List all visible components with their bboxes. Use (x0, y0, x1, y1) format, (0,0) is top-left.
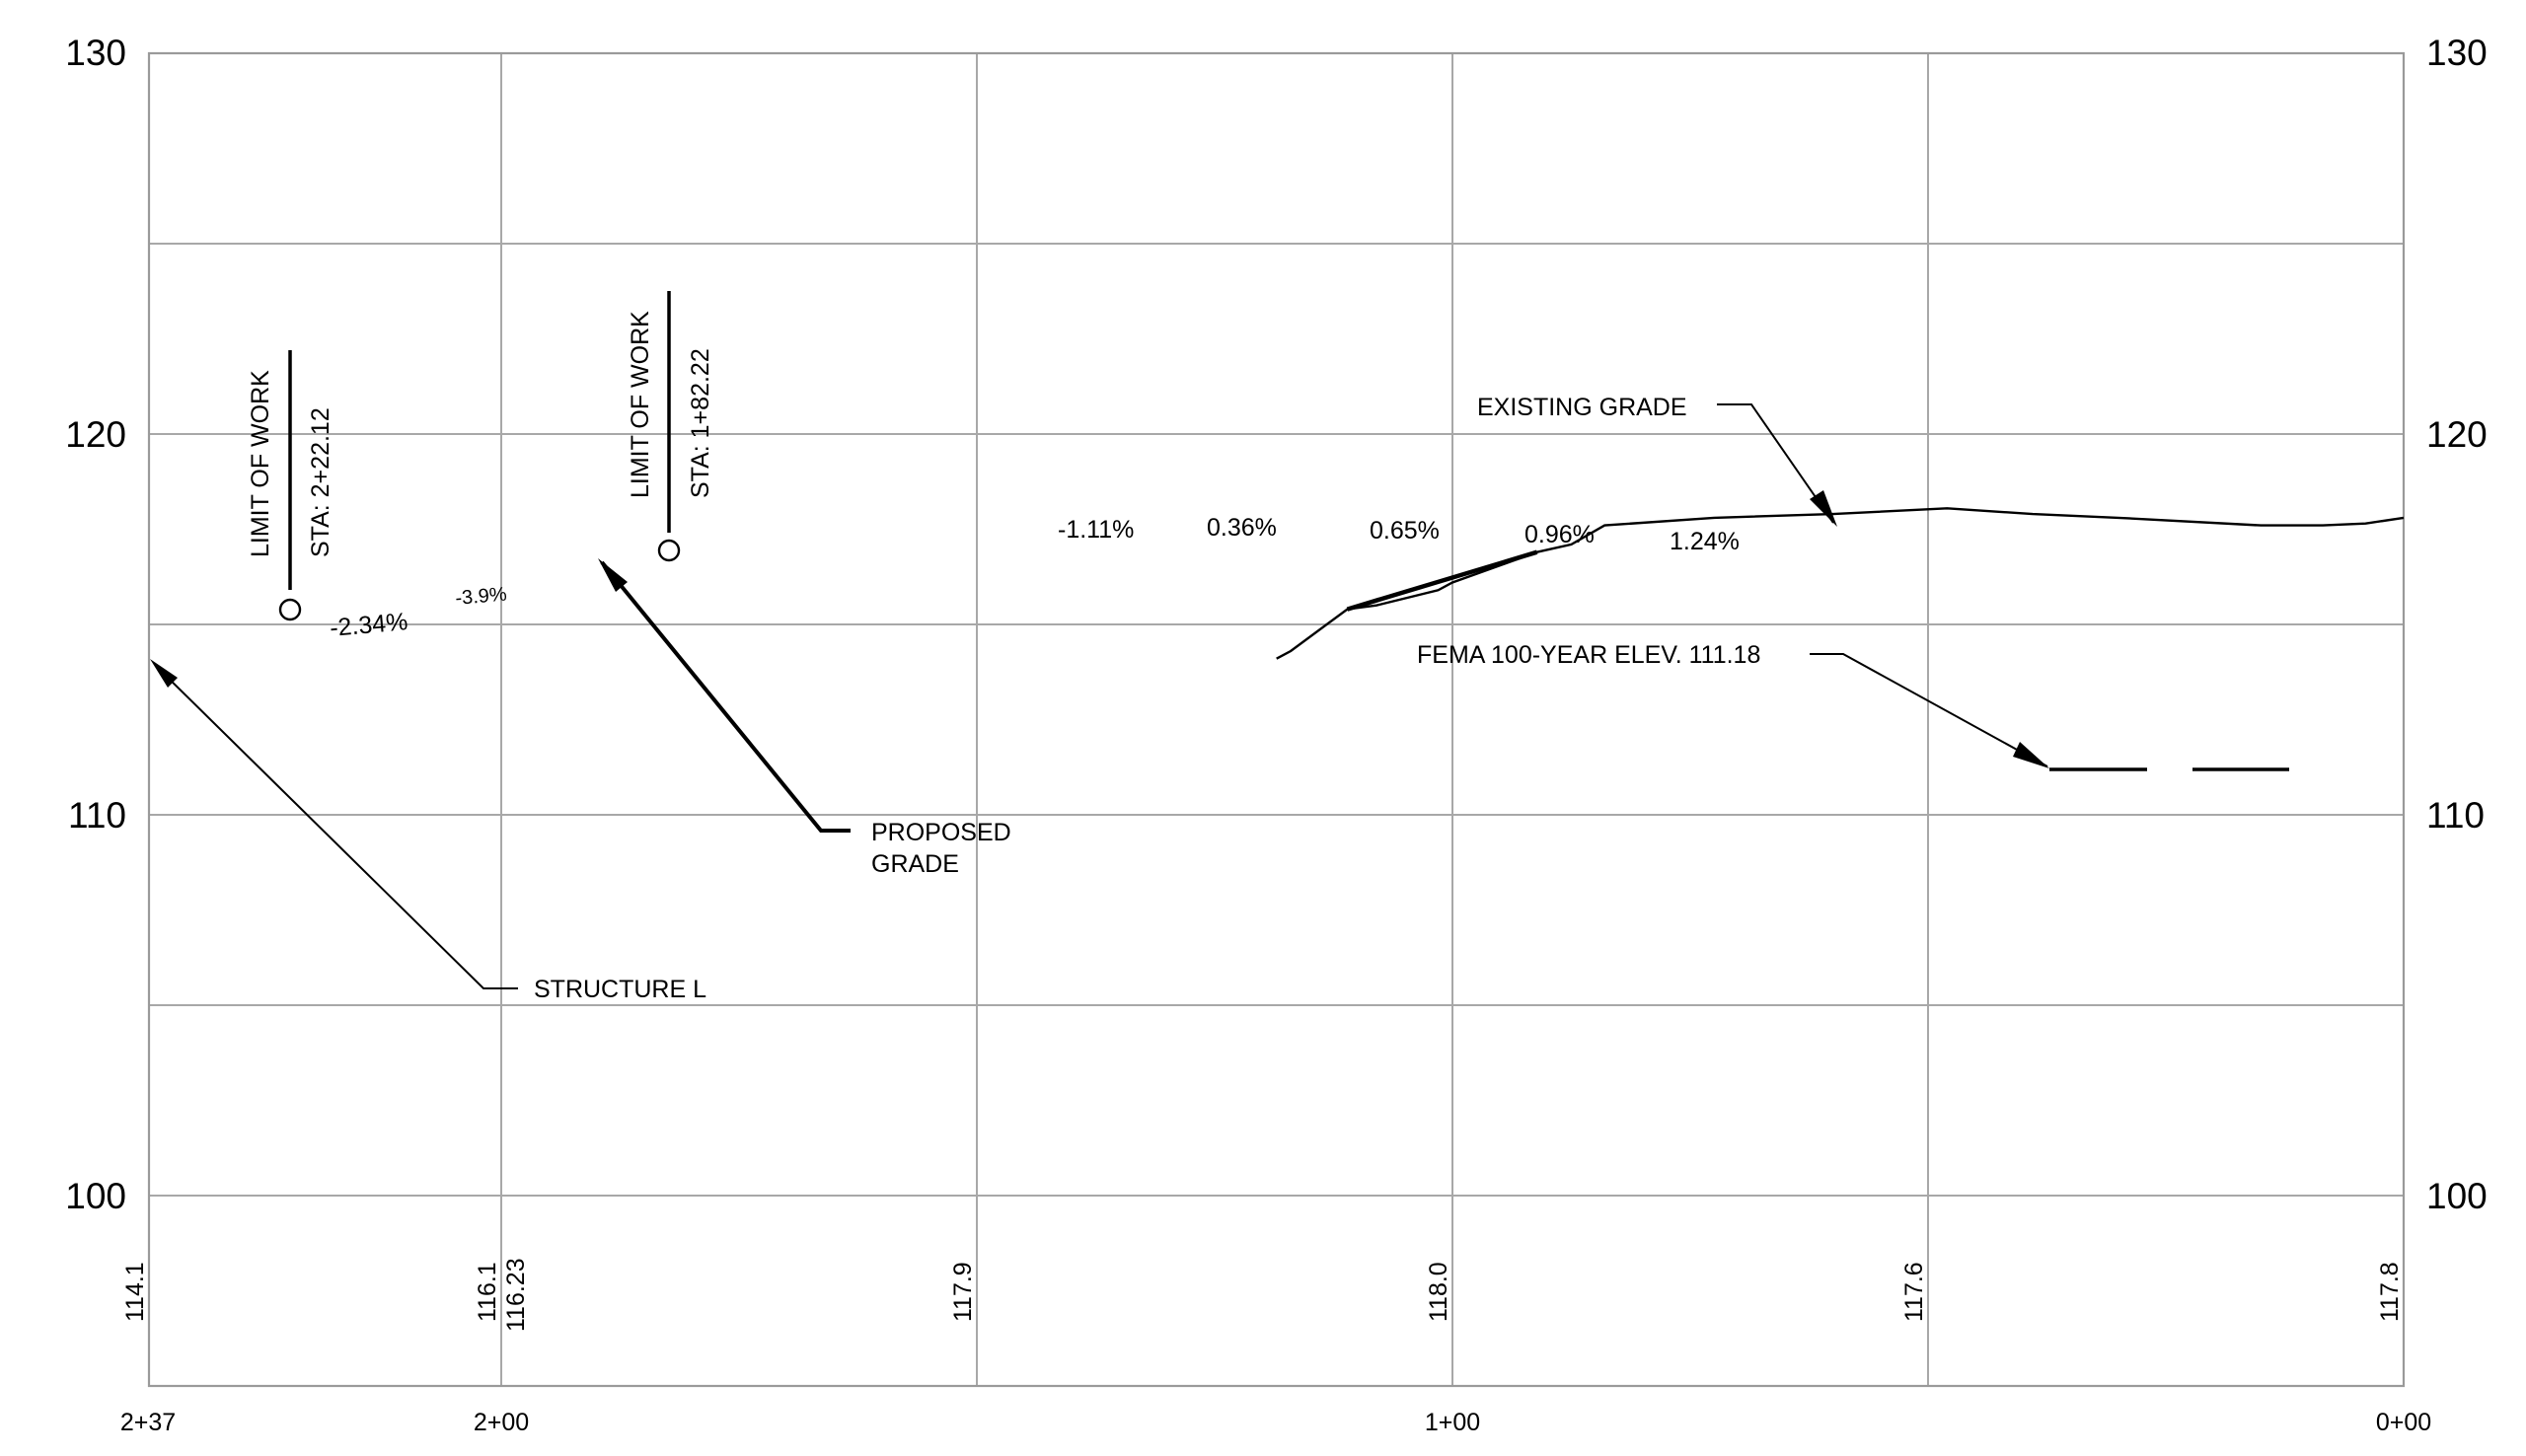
fema-label: FEMA 100-YEAR ELEV. 111.18 (1417, 641, 1760, 669)
proposed-grade-line (1346, 549, 1538, 612)
leader-line (600, 560, 851, 833)
station-label: 2+00 (474, 1409, 529, 1436)
limit-of-work-station: STA: 1+82.22 (687, 348, 714, 498)
slope-label: 1.24% (1670, 528, 1740, 555)
existing-grade-callout: EXISTING GRADE (1477, 394, 1837, 527)
station-axis: 2+37 2+00 1+00 0+00 (120, 1409, 2431, 1436)
elev-tick-right: 110 (2426, 795, 2485, 836)
arrowhead-icon (1810, 490, 1837, 527)
limit-of-work-1: LIMIT OF WORK STA: 2+22.12 (247, 350, 334, 621)
grid (147, 51, 2406, 1388)
existing-grade-label: EXISTING GRADE (1477, 394, 1687, 421)
proposed-grade-callout: PROPOSED GRADE (598, 558, 1011, 878)
limit-of-work-label: LIMIT OF WORK (247, 370, 274, 557)
elev-tick-right: 100 (2426, 1176, 2488, 1216)
existing-elevation-label: 116.23 (502, 1258, 530, 1332)
limit-of-work-station: STA: 2+22.12 (307, 407, 334, 557)
slope-label: 0.36% (1207, 514, 1277, 542)
structure-callout: STRUCTURE L (150, 659, 706, 1003)
existing-elevation-label: 114.1 (121, 1262, 149, 1322)
existing-elevation-label: 117.8 (2376, 1262, 2404, 1322)
arrowhead-icon (2013, 742, 2049, 768)
slope-label: 0.65% (1370, 517, 1440, 545)
leader-line (1717, 403, 1834, 524)
proposed-grade-label-line2: GRADE (871, 850, 959, 878)
existing-elevation-label: 118.0 (1425, 1262, 1452, 1322)
elev-tick-right: 120 (2426, 414, 2488, 455)
elevation-axis-left: 130 120 110 100 (65, 33, 126, 1216)
existing-elevation-label: 116.1 (474, 1262, 501, 1322)
limit-of-work-point (657, 539, 681, 562)
limit-of-work-label: LIMIT OF WORK (627, 311, 654, 498)
elev-tick-left: 100 (65, 1176, 126, 1216)
structure-label: STRUCTURE L (534, 976, 706, 1003)
station-label: 1+00 (1425, 1409, 1480, 1436)
elev-tick-left: 120 (65, 414, 126, 455)
elev-tick-right: 130 (2426, 33, 2488, 73)
slope-label: -2.34% (329, 608, 409, 642)
existing-elevation-label: 117.9 (949, 1262, 977, 1322)
limit-of-work-point (278, 598, 302, 621)
fema-callout: FEMA 100-YEAR ELEV. 111.18 (1417, 641, 2289, 771)
station-label: 0+00 (2376, 1409, 2431, 1436)
proposed-grade-label-line1: PROPOSED (871, 819, 1011, 846)
existing-elevation-label: 117.6 (1900, 1262, 1928, 1322)
existing-grade-line (1276, 507, 2405, 660)
limit-of-work-2: LIMIT OF WORK STA: 1+82.22 (627, 291, 714, 562)
existing-elevation-labels: 114.1 116.1 116.23 117.9 118.0 117.6 117… (121, 1258, 2404, 1332)
slope-labels: -2.34% -3.9% -1.11% 0.36% 0.65% 0.96% 1.… (329, 514, 1740, 642)
elevation-axis-right: 130 120 110 100 (2426, 33, 2488, 1216)
slope-label: -1.11% (1058, 516, 1134, 544)
leader-line (1810, 653, 2048, 767)
leader-line (157, 667, 518, 989)
station-label: 2+37 (120, 1409, 176, 1436)
elev-tick-left: 130 (65, 33, 126, 73)
arrowhead-icon (150, 659, 178, 688)
slope-label: -3.9% (455, 583, 508, 609)
arrowhead-icon (598, 558, 628, 592)
grid-frame (147, 51, 2406, 1388)
slope-label: 0.96% (1524, 521, 1595, 548)
elev-tick-left: 110 (68, 795, 126, 836)
